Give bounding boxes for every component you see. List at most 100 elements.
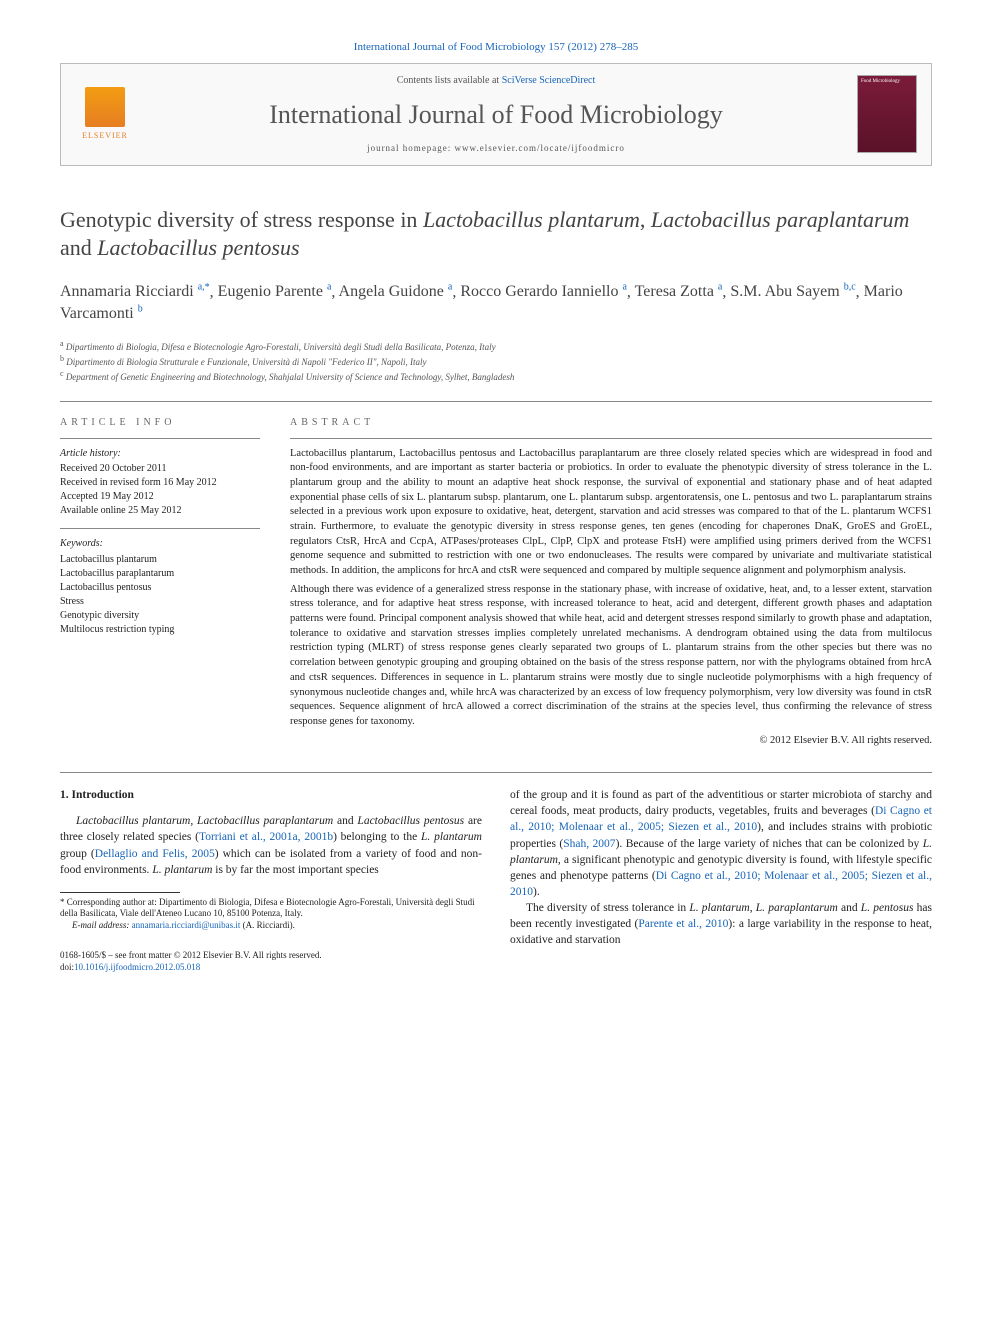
sp-l9: L. plantarum bbox=[152, 864, 212, 876]
sp-r11: and bbox=[838, 902, 861, 914]
author-4: Teresa Zotta a bbox=[635, 283, 723, 300]
sciencedirect-link[interactable]: SciVerse ScienceDirect bbox=[502, 75, 596, 86]
email-suffix: (A. Ricciardi). bbox=[240, 920, 294, 930]
info-hr-1 bbox=[60, 438, 260, 439]
footnote-rule bbox=[60, 892, 180, 893]
author-0: Annamaria Ricciardi a, bbox=[60, 283, 205, 300]
keywords-block: Keywords: Lactobacillus plantarum Lactob… bbox=[60, 537, 260, 637]
section-1-heading: 1. Introduction bbox=[60, 787, 482, 803]
author-1: Eugenio Parente a bbox=[218, 283, 332, 300]
sp-r1: of the group and it is found as part of … bbox=[510, 789, 932, 817]
kw0: Lactobacillus plantarum bbox=[60, 554, 157, 565]
keywords-label: Keywords: bbox=[60, 537, 260, 551]
doi-link[interactable]: 10.1016/j.ijfoodmicro.2012.05.018 bbox=[74, 962, 200, 972]
info-hr-2 bbox=[60, 528, 260, 529]
doi-line: doi:10.1016/j.ijfoodmicro.2012.05.018 bbox=[60, 962, 482, 974]
sp-l7: group ( bbox=[60, 848, 95, 860]
contents-prefix: Contents lists available at bbox=[397, 75, 502, 86]
cite-parente[interactable]: Parente et al., 2010 bbox=[638, 918, 728, 930]
abstract-column: ABSTRACT Lactobacillus plantarum, Lactob… bbox=[290, 416, 932, 748]
email-link[interactable]: annamaria.ricciardi@unibas.it bbox=[132, 920, 241, 930]
abstract-p2: Although there was evidence of a general… bbox=[290, 583, 932, 730]
abstract-hr bbox=[290, 438, 932, 439]
sp-r6: ). bbox=[533, 886, 540, 898]
header-center: Contents lists available at SciVerse Sci… bbox=[135, 74, 857, 155]
author-5: S.M. Abu Sayem b,c bbox=[730, 283, 855, 300]
article-title: Genotypic diversity of stress response i… bbox=[60, 206, 932, 263]
keyword-4: Genotypic diversity bbox=[60, 609, 260, 623]
author-3: Rocco Gerardo Ianniello a bbox=[460, 283, 627, 300]
journal-cover-thumb: Food Microbiology bbox=[857, 75, 917, 153]
affiliation-c-text: Department of Genetic Engineering and Bi… bbox=[66, 372, 515, 382]
sp-r3: ). Because of the large variety of niche… bbox=[616, 838, 923, 850]
journal-name: International Journal of Food Microbiolo… bbox=[135, 97, 857, 132]
article-info-heading: ARTICLE INFO bbox=[60, 416, 260, 430]
doi-label: doi: bbox=[60, 962, 74, 972]
homepage-line: journal homepage: www.elsevier.com/locat… bbox=[135, 142, 857, 154]
affiliation-b-text: Dipartimento di Biologia Strutturale e F… bbox=[66, 357, 426, 367]
cite-torriani[interactable]: Torriani et al., 2001a, 2001b bbox=[199, 831, 333, 843]
abstract-text: Lactobacillus plantarum, Lactobacillus p… bbox=[290, 447, 932, 749]
title-italic-1: Lactobacillus plantarum bbox=[423, 207, 640, 232]
footnote-corr: * Corresponding author at: Dipartimento … bbox=[60, 897, 482, 920]
keyword-2: Lactobacillus pentosus bbox=[60, 581, 260, 595]
kw2: Lactobacillus pentosus bbox=[60, 582, 151, 593]
affiliation-c: c Department of Genetic Engineering and … bbox=[60, 369, 932, 383]
info-abstract-row: ARTICLE INFO Article history: Received 2… bbox=[60, 416, 932, 748]
keyword-5: Multilocus restriction typing bbox=[60, 623, 260, 637]
right-column: of the group and it is found as part of … bbox=[510, 787, 932, 973]
left-column: 1. Introduction Lactobacillus plantarum,… bbox=[60, 787, 482, 973]
article-info: ARTICLE INFO Article history: Received 2… bbox=[60, 416, 260, 748]
bottom-meta: 0168-1605/$ – see front matter © 2012 El… bbox=[60, 950, 482, 973]
title-text-3: and bbox=[60, 235, 97, 260]
body-columns: 1. Introduction Lactobacillus plantarum,… bbox=[60, 787, 932, 973]
keyword-3: Stress bbox=[60, 595, 260, 609]
rule-1 bbox=[60, 401, 932, 402]
history-revised: Received in revised form 16 May 2012 bbox=[60, 476, 260, 490]
sp-l5: ) belonging to the bbox=[333, 831, 421, 843]
cite-shah[interactable]: Shah, 2007 bbox=[563, 838, 615, 850]
sp-l2: and bbox=[333, 815, 357, 827]
sp-l6: L. plantarum bbox=[421, 831, 482, 843]
cite-dellaglio[interactable]: Dellaglio and Felis, 2005 bbox=[95, 848, 215, 860]
kw1: Lactobacillus paraplantarum bbox=[60, 568, 174, 579]
elsevier-logo: ELSEVIER bbox=[75, 84, 135, 144]
history-accepted: Accepted 19 May 2012 bbox=[60, 490, 260, 504]
sp-l3: Lactobacillus pentosus bbox=[357, 815, 464, 827]
affiliations: a Dipartimento di Biologia, Difesa e Bio… bbox=[60, 339, 932, 383]
sp-r8: L. plantarum bbox=[689, 902, 749, 914]
elsevier-name: ELSEVIER bbox=[82, 131, 128, 142]
affiliation-a: a Dipartimento di Biologia, Difesa e Bio… bbox=[60, 339, 932, 353]
journal-citation[interactable]: International Journal of Food Microbiolo… bbox=[60, 40, 932, 55]
keyword-0: Lactobacillus plantarum bbox=[60, 553, 260, 567]
front-matter: 0168-1605/$ – see front matter © 2012 El… bbox=[60, 950, 482, 962]
history-label: Article history: bbox=[60, 447, 260, 461]
sp-r10: L. paraplantarum bbox=[756, 902, 838, 914]
sp-r7: The diversity of stress tolerance in bbox=[526, 902, 689, 914]
rule-2 bbox=[60, 772, 932, 773]
authors-line: Annamaria Ricciardi a,*, Eugenio Parente… bbox=[60, 281, 932, 325]
intro-p2-right: The diversity of stress tolerance in L. … bbox=[510, 900, 932, 948]
title-italic-2: Lactobacillus paraplantarum bbox=[651, 207, 910, 232]
intro-p1-left: Lactobacillus plantarum, Lactobacillus p… bbox=[60, 813, 482, 877]
homepage-prefix: journal homepage: bbox=[367, 143, 454, 153]
title-text-2: , bbox=[640, 207, 651, 232]
journal-header: ELSEVIER Contents lists available at Sci… bbox=[60, 63, 932, 166]
author-2: Angela Guidone a bbox=[339, 283, 453, 300]
sp-r12: L. pentosus bbox=[861, 902, 914, 914]
title-italic-3: Lactobacillus pentosus bbox=[97, 235, 299, 260]
affiliation-b: b Dipartimento di Biologia Strutturale e… bbox=[60, 354, 932, 368]
contents-line: Contents lists available at SciVerse Sci… bbox=[135, 74, 857, 88]
history-received: Received 20 October 2011 bbox=[60, 462, 260, 476]
email-label: E-mail address: bbox=[72, 920, 132, 930]
homepage-url[interactable]: www.elsevier.com/locate/ijfoodmicro bbox=[455, 143, 625, 153]
intro-p1-right: of the group and it is found as part of … bbox=[510, 787, 932, 900]
corresponding-star[interactable]: * bbox=[205, 282, 210, 293]
sp-l10: is by far the most important species bbox=[212, 864, 378, 876]
footnote-email: E-mail address: annamaria.ricciardi@unib… bbox=[60, 920, 482, 932]
elsevier-tree-icon bbox=[85, 87, 125, 127]
history-online: Available online 25 May 2012 bbox=[60, 504, 260, 518]
title-text-1: Genotypic diversity of stress response i… bbox=[60, 207, 423, 232]
abstract-copyright: © 2012 Elsevier B.V. All rights reserved… bbox=[290, 734, 932, 749]
abstract-heading: ABSTRACT bbox=[290, 416, 932, 430]
